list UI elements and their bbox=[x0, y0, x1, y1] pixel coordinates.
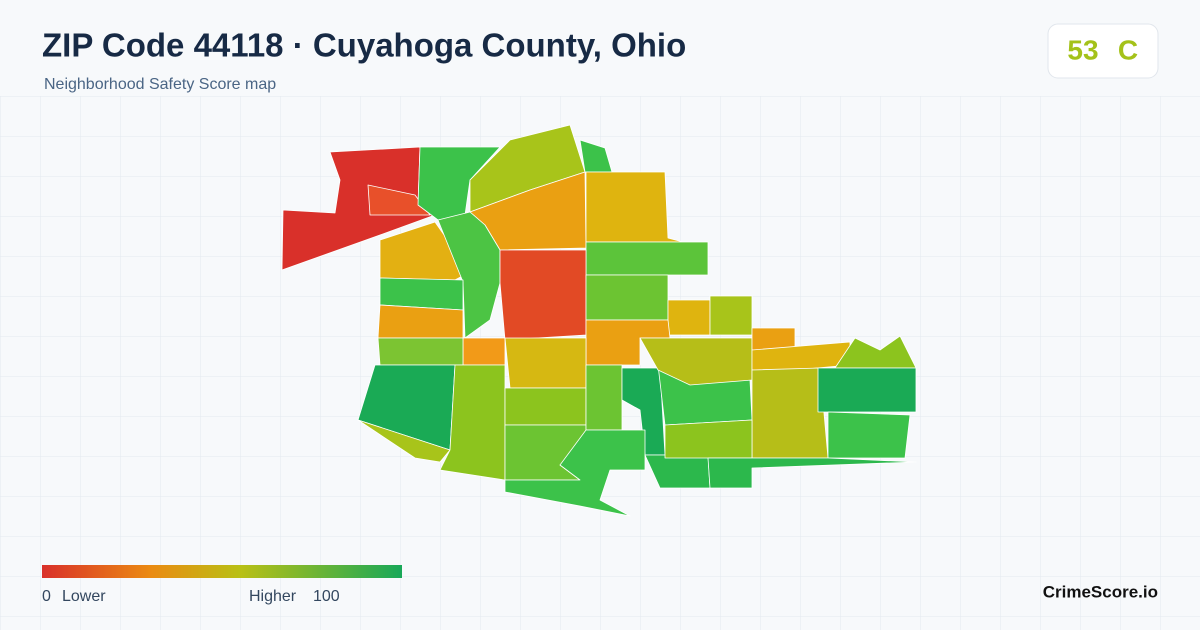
region bbox=[751, 367, 829, 459]
region bbox=[504, 387, 587, 426]
region bbox=[377, 304, 464, 339]
brand: CrimeScore.io bbox=[1043, 582, 1158, 601]
region bbox=[377, 337, 464, 366]
legend-gradient bbox=[42, 565, 402, 578]
region bbox=[639, 337, 753, 386]
region bbox=[709, 295, 753, 336]
legend-max: 100 bbox=[313, 588, 340, 605]
region bbox=[439, 364, 506, 481]
score-grade: C bbox=[1118, 34, 1138, 65]
region bbox=[667, 299, 711, 336]
region bbox=[462, 337, 506, 366]
score-box bbox=[1047, 23, 1159, 79]
subtitle: Neighborhood Safety Score map bbox=[44, 76, 276, 93]
region bbox=[751, 341, 851, 371]
legend-max-label: Higher bbox=[249, 588, 297, 605]
region bbox=[585, 171, 684, 243]
region bbox=[664, 419, 753, 459]
region bbox=[504, 337, 587, 389]
region bbox=[707, 457, 917, 489]
region bbox=[585, 364, 623, 431]
region bbox=[379, 277, 464, 311]
region bbox=[827, 411, 911, 459]
region bbox=[504, 429, 646, 517]
region bbox=[817, 367, 917, 413]
map-regions bbox=[281, 124, 917, 517]
region bbox=[585, 241, 709, 276]
region bbox=[499, 249, 587, 341]
region bbox=[357, 419, 451, 463]
score-value: 53 bbox=[1067, 34, 1098, 65]
legend-min: 0 bbox=[42, 588, 51, 605]
region bbox=[367, 184, 431, 216]
region bbox=[585, 274, 669, 321]
title: ZIP Code 44118 · Cuyahoga County, Ohio bbox=[42, 27, 686, 64]
legend-min-label: Lower bbox=[62, 588, 106, 605]
